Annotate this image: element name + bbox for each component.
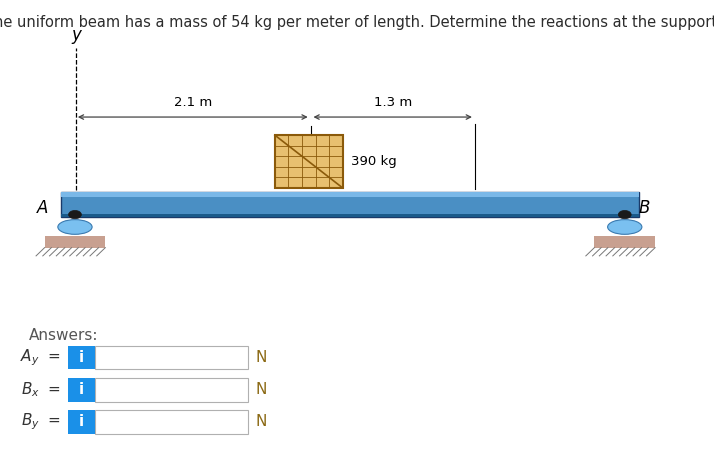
- Ellipse shape: [58, 219, 92, 234]
- Bar: [275, 135, 343, 188]
- Text: y: y: [71, 26, 81, 44]
- Text: $B_x$  =: $B_x$ =: [21, 381, 61, 399]
- Text: i: i: [79, 350, 84, 365]
- Text: $B_y$  =: $B_y$ =: [21, 412, 61, 432]
- Circle shape: [618, 210, 631, 218]
- Text: 2.1 m: 2.1 m: [174, 96, 212, 109]
- Bar: [95, 346, 248, 369]
- Ellipse shape: [608, 219, 642, 234]
- Bar: [275, 135, 343, 188]
- Bar: [61, 214, 639, 217]
- Text: 1.3 m: 1.3 m: [373, 96, 412, 109]
- FancyBboxPatch shape: [68, 378, 95, 402]
- Text: $A_y$  =: $A_y$ =: [20, 347, 61, 368]
- Text: 390 kg: 390 kg: [351, 155, 397, 168]
- Bar: [594, 236, 655, 247]
- Circle shape: [69, 210, 81, 218]
- Text: N: N: [256, 382, 267, 397]
- Bar: [61, 191, 639, 217]
- Bar: [95, 378, 248, 402]
- Bar: [44, 236, 106, 247]
- Text: N: N: [256, 414, 267, 429]
- FancyBboxPatch shape: [68, 410, 95, 434]
- FancyBboxPatch shape: [68, 346, 95, 369]
- Text: i: i: [79, 414, 84, 429]
- Text: i: i: [79, 382, 84, 397]
- Text: B: B: [639, 199, 650, 217]
- Text: The uniform beam has a mass of 54 kg per meter of length. Determine the reaction: The uniform beam has a mass of 54 kg per…: [0, 15, 714, 30]
- Text: A: A: [36, 199, 48, 217]
- Text: Answers:: Answers:: [29, 328, 98, 343]
- Bar: [61, 192, 639, 197]
- Text: N: N: [256, 350, 267, 365]
- Bar: [95, 410, 248, 434]
